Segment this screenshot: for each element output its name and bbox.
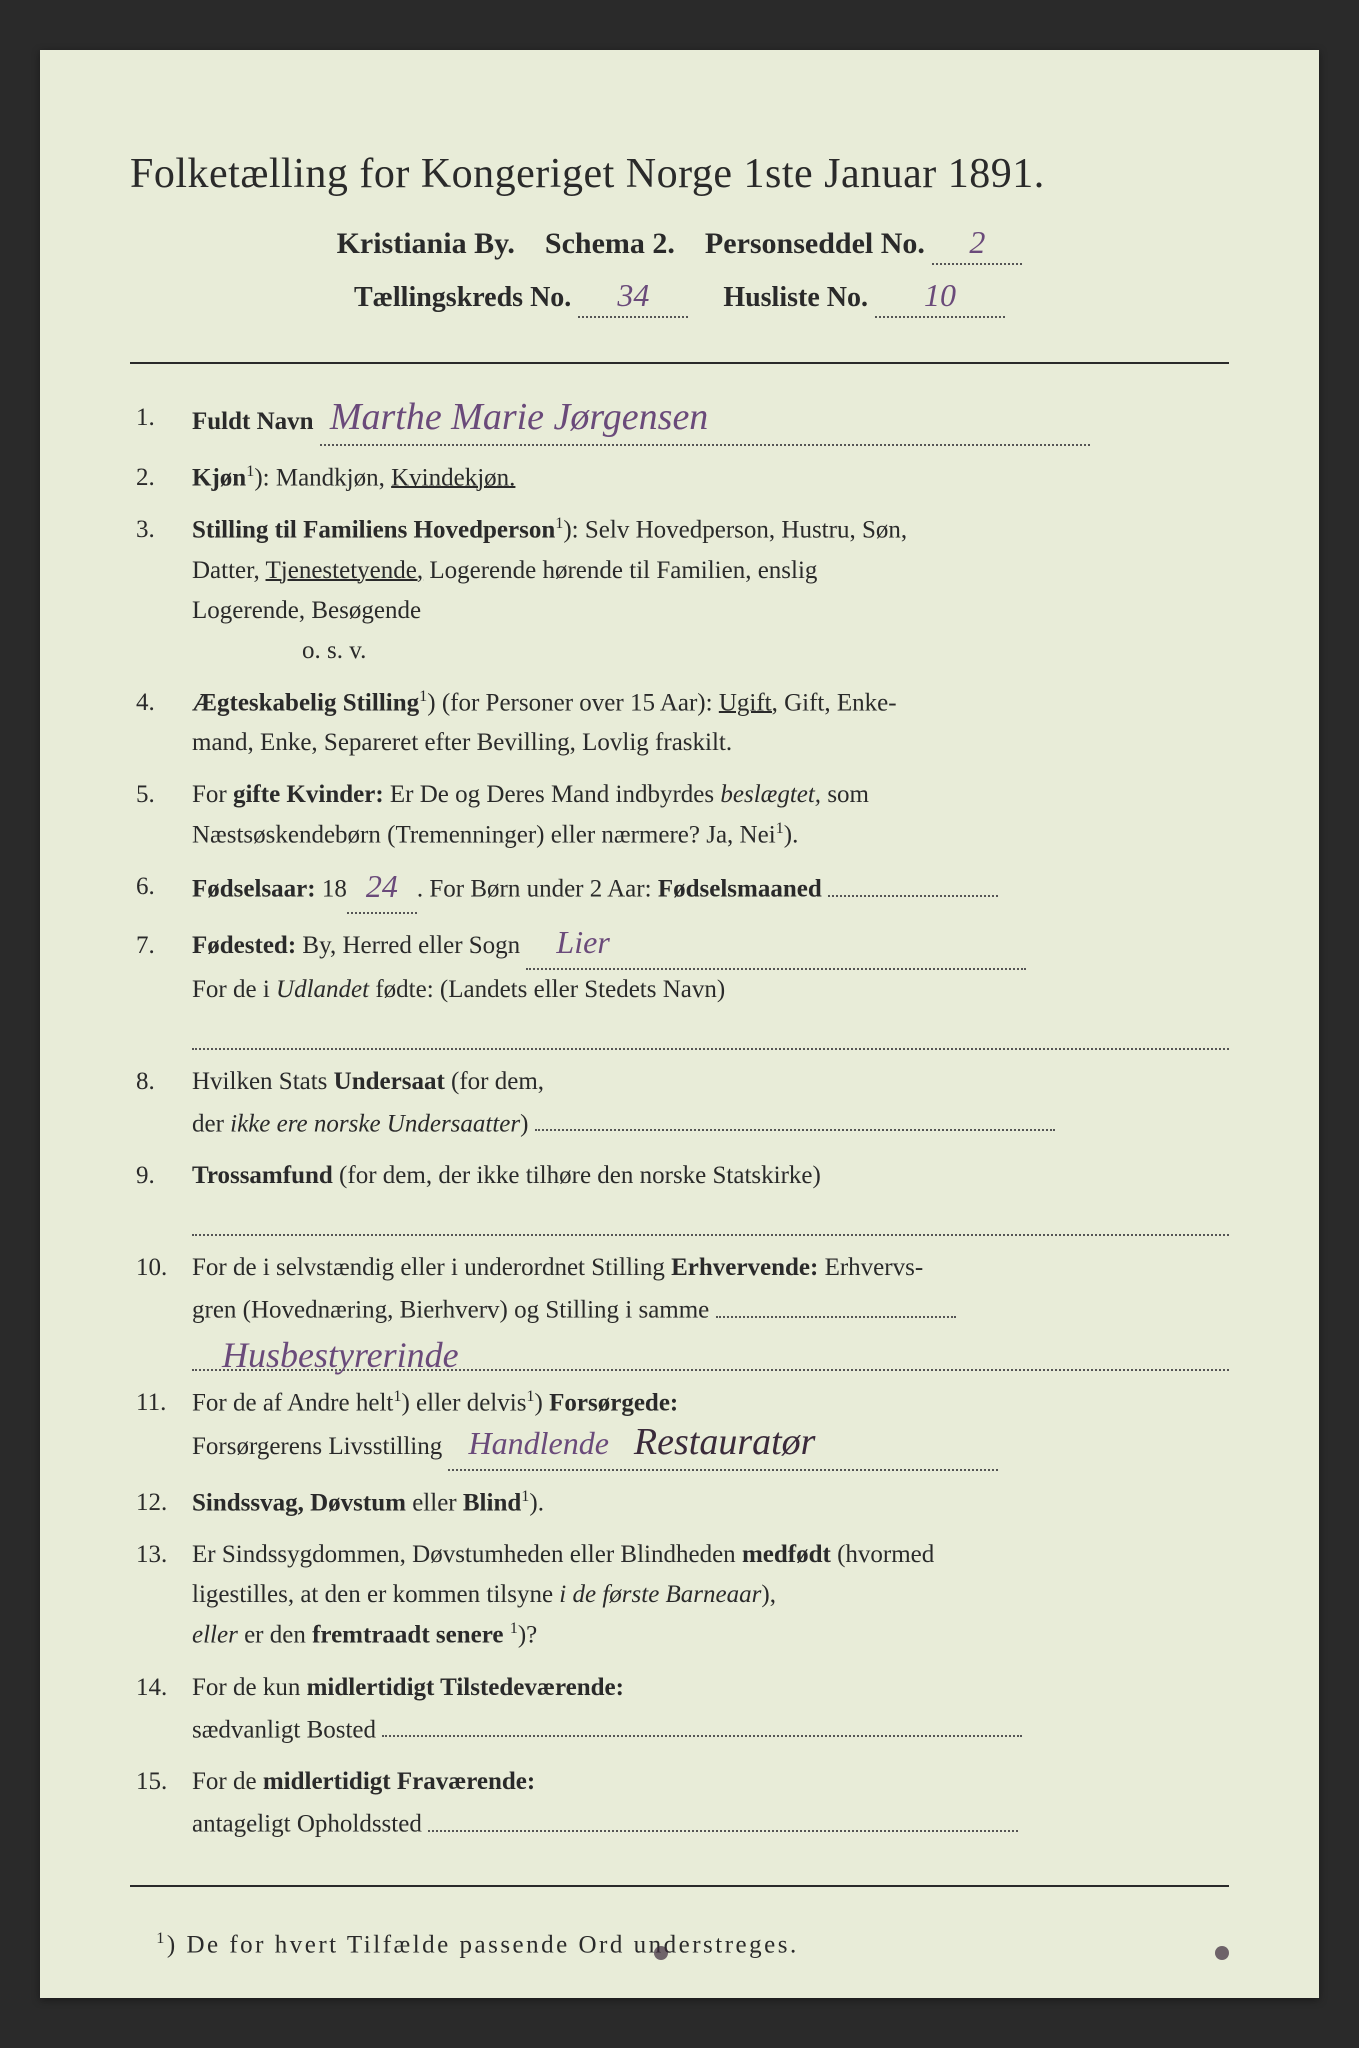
- f11-value2: Restauratør: [634, 1423, 816, 1461]
- f14-line2: sædvanligt Bosted: [192, 1716, 376, 1743]
- husliste-no-value: 10: [924, 279, 956, 311]
- f1-value-field: Marthe Marie Jørgensen: [320, 398, 1090, 446]
- ink-dot-1: [654, 1946, 668, 1960]
- f12-label: Sindssvag, Døvstum: [192, 1489, 406, 1516]
- schema-label: Schema 2.: [545, 227, 675, 260]
- f15-blank: [428, 1802, 1018, 1832]
- f4-line2: mand, Enke, Separeret efter Bevilling, L…: [192, 729, 732, 756]
- field-12-disability: Sindssvag, Døvstum eller Blind1).: [130, 1483, 1229, 1523]
- f5-line2: Næstsøskendebørn (Tremenninger) eller næ…: [192, 821, 776, 848]
- f1-label: Fuldt Navn: [192, 408, 314, 435]
- f4-underlined: Ugift,: [719, 689, 778, 716]
- f4-label: Ægteskabelig Stilling: [192, 689, 419, 716]
- field-list: Fuldt Navn Marthe Marie Jørgensen Kjøn1)…: [130, 398, 1229, 1845]
- field-13-congenital: Er Sindssygdommen, Døvstumheden eller Bl…: [130, 1535, 1229, 1655]
- personseddel-no-field: 2: [932, 226, 1022, 265]
- field-1-name: Fuldt Navn Marthe Marie Jørgensen: [130, 398, 1229, 446]
- city-label: Kristiania By.: [337, 227, 515, 260]
- f15-line2: antageligt Opholdssted: [192, 1811, 422, 1838]
- f11-label: Forsørgede:: [549, 1389, 678, 1416]
- f2-opt2: Kvindekjøn.: [391, 464, 515, 491]
- f11-line2: Forsørgerens Livsstilling: [192, 1433, 442, 1460]
- f7-value: Lier: [556, 926, 609, 958]
- header-line-1: Kristiania By. Schema 2. Personseddel No…: [130, 226, 1229, 265]
- footnote-sup: 1: [156, 1929, 167, 1947]
- personseddel-no-value: 2: [969, 226, 985, 258]
- f10-label: Erhvervende:: [671, 1254, 818, 1281]
- f6-year-field: 24: [347, 870, 417, 914]
- f10-value: Husbestyrerinde: [222, 1337, 459, 1373]
- f8-blank: [535, 1102, 1055, 1132]
- field-14-temp-present: For de kun midlertidigt Tilstedeværende:…: [130, 1668, 1229, 1751]
- f9-body: (for dem, der ikke tilhøre den norske St…: [333, 1162, 821, 1189]
- field-2-sex: Kjøn1): Mandkjøn, Kvindekjøn.: [130, 458, 1229, 498]
- field-4-marital: Ægteskabelig Stilling1) (for Personer ov…: [130, 683, 1229, 763]
- f7-blank-line: [192, 1014, 1229, 1050]
- header-line-2: Tællingskreds No. 34 Husliste No. 10: [130, 279, 1229, 318]
- f6-label1: Fødselsaar:: [192, 876, 316, 903]
- f3-underlined: Tjenestetyende,: [266, 557, 424, 584]
- footnote-divider: [130, 1885, 1229, 1887]
- f11-value1: Handlende: [468, 1427, 608, 1459]
- page-container: Folketælling for Kongeriget Norge 1ste J…: [0, 0, 1359, 2048]
- f6-label2: Fødselsmaaned: [658, 876, 822, 903]
- f8-label: Undersaat: [334, 1068, 445, 1095]
- f14-label: midlertidigt Tilstedeværende:: [307, 1674, 624, 1701]
- f7-value-field: Lier: [526, 926, 1026, 970]
- f3-line3: Logerende, Besøgende: [192, 597, 421, 624]
- ink-dot-2: [1215, 1946, 1229, 1960]
- personseddel-label: Personseddel No.: [705, 227, 925, 260]
- f6-year-value: 24: [366, 870, 398, 902]
- field-5-married-women: For gifte Kvinder: Er De og Deres Mand i…: [130, 775, 1229, 855]
- field-11-provider: For de af Andre helt1) eller delvis1) Fo…: [130, 1383, 1229, 1471]
- f2-label: Kjøn: [192, 464, 246, 491]
- f5-label: gifte Kvinder:: [233, 781, 384, 808]
- f10-value-line: Husbestyrerinde: [192, 1335, 1229, 1371]
- husliste-label: Husliste No.: [723, 282, 868, 313]
- husliste-no-field: 10: [875, 279, 1005, 318]
- footnote-text: ) De for hvert Tilfælde passende Ord und…: [167, 1931, 799, 1958]
- f14-blank: [382, 1708, 1022, 1738]
- field-8-citizenship: Hvilken Stats Undersaat (for dem, der ik…: [130, 1062, 1229, 1145]
- f3-label: Stilling til Familiens Hovedperson: [192, 517, 555, 544]
- f10-line2: gren (Hovednæring, Bierhverv) og Stillin…: [192, 1297, 709, 1324]
- f6-month-field: [828, 867, 998, 897]
- tkreds-no-field: 34: [578, 279, 688, 318]
- field-3-relation: Stilling til Familiens Hovedperson1): Se…: [130, 510, 1229, 670]
- field-6-birthyear: Fødselsaar: 1824. For Børn under 2 Aar: …: [130, 867, 1229, 914]
- f1-value: Marthe Marie Jørgensen: [330, 398, 709, 436]
- main-title: Folketælling for Kongeriget Norge 1ste J…: [130, 150, 1229, 198]
- field-9-religion: Trossamfund (for dem, der ikke tilhøre d…: [130, 1156, 1229, 1236]
- f15-label: midlertidigt Fraværende:: [263, 1768, 535, 1795]
- tkreds-label: Tællingskreds No.: [354, 282, 571, 313]
- f9-label: Trossamfund: [192, 1162, 333, 1189]
- census-form-paper: Folketælling for Kongeriget Norge 1ste J…: [40, 50, 1319, 1998]
- field-15-temp-absent: For de midlertidigt Fraværende: antageli…: [130, 1762, 1229, 1845]
- field-7-birthplace: Fødested: By, Herred eller Sogn Lier For…: [130, 926, 1229, 1050]
- f10-blank-a: [716, 1288, 956, 1318]
- f2-opt1: Mandkjøn,: [276, 464, 385, 491]
- f7-label: Fødested:: [192, 932, 296, 959]
- field-10-occupation: For de i selvstændig eller i underordnet…: [130, 1248, 1229, 1371]
- f9-blank-line: [192, 1200, 1229, 1236]
- tkreds-no-value: 34: [617, 279, 649, 311]
- divider-line: [130, 362, 1229, 364]
- f3-line1: Selv Hovedperson, Hustru, Søn,: [585, 517, 907, 544]
- footnote: 1) De for hvert Tilfælde passende Ord un…: [130, 1929, 1229, 1959]
- f11-value-field: Handlende Restauratør: [448, 1423, 998, 1471]
- f3-line4: o. s. v.: [302, 637, 366, 664]
